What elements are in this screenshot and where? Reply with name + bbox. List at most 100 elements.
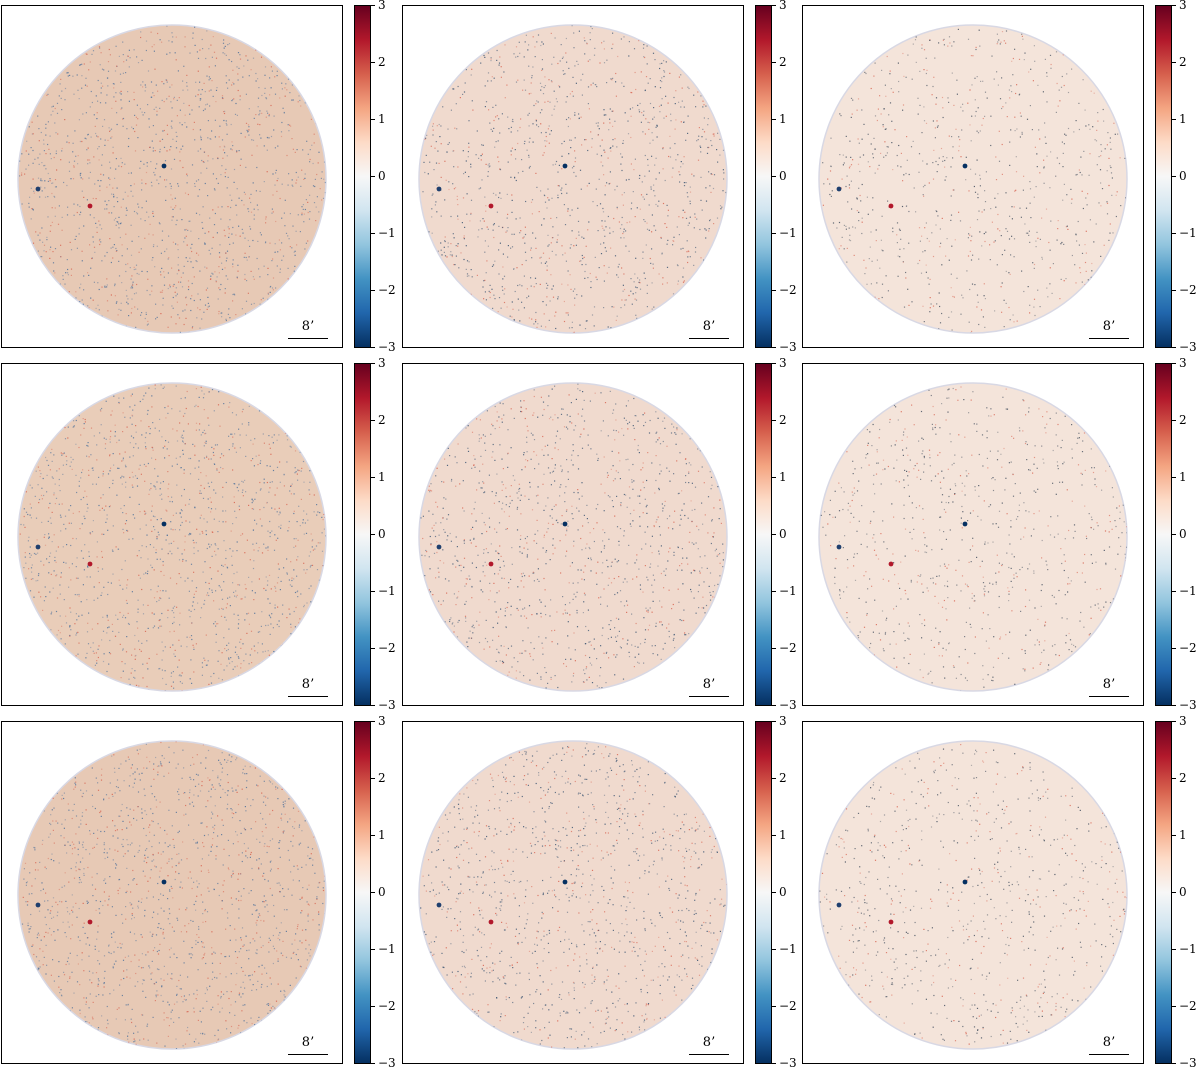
colorbar-tick-label: 1	[1179, 471, 1187, 483]
colorbar-tick-label: 1	[378, 829, 386, 841]
point-source	[437, 187, 442, 192]
colorbar-tick-label: 1	[378, 471, 386, 483]
field-of-view-disc	[419, 741, 727, 1049]
scale-bar	[288, 1054, 328, 1055]
field-of-view-disc	[419, 383, 727, 691]
field-of-view-disc	[18, 25, 326, 333]
colorbar-tick	[371, 420, 375, 421]
map-panel-r1c1: 8’	[1, 5, 343, 348]
colorbar	[1155, 5, 1172, 348]
colorbar-tick-label: −1	[779, 227, 797, 239]
colorbar	[755, 363, 772, 706]
colorbar-tick-label: −2	[1179, 284, 1197, 296]
point-source	[837, 545, 842, 550]
colorbar-tick-label: 0	[779, 170, 787, 182]
scale-bar	[1089, 696, 1129, 697]
colorbar-tick-label: 0	[1179, 886, 1187, 898]
colorbar-tick	[1172, 290, 1176, 291]
colorbar-tick-label: −3	[378, 341, 396, 353]
residual-map-image	[803, 364, 1144, 706]
point-source	[889, 920, 894, 925]
scale-bar	[689, 338, 729, 339]
colorbar-tick	[772, 119, 776, 120]
residual-map-image	[403, 722, 744, 1064]
colorbar-tick-label: −3	[779, 699, 797, 711]
colorbar-tick-label: 3	[378, 357, 386, 369]
point-source	[437, 903, 442, 908]
colorbar-tick-label: 0	[378, 528, 386, 540]
map-panel-r1c3: 8’	[802, 5, 1144, 348]
colorbar-tick	[772, 591, 776, 592]
colorbar-tick	[371, 176, 375, 177]
colorbar-tick	[371, 5, 375, 6]
colorbar	[354, 363, 371, 706]
colorbar-tick-label: −2	[378, 642, 396, 654]
point-source	[36, 545, 41, 550]
residual-map-image	[2, 6, 343, 348]
point-source	[837, 187, 842, 192]
colorbar-tick-label: 2	[779, 56, 787, 68]
scale-bar	[689, 1054, 729, 1055]
colorbar-tick-label: −2	[378, 284, 396, 296]
colorbar-tick-label: −1	[1179, 585, 1197, 597]
colorbar-tick	[1172, 648, 1176, 649]
residual-map-image	[2, 364, 343, 706]
colorbar-tick-label: 1	[779, 113, 787, 125]
colorbar-tick-label: 0	[779, 528, 787, 540]
colorbar-tick	[1172, 62, 1176, 63]
colorbar-tick	[371, 721, 375, 722]
colorbar-tick-label: −1	[1179, 227, 1197, 239]
point-source	[88, 562, 93, 567]
colorbar-tick-label: 3	[1179, 0, 1187, 11]
residual-map-image	[803, 722, 1144, 1064]
point-source	[963, 880, 968, 885]
colorbar-tick	[1172, 233, 1176, 234]
colorbar	[354, 721, 371, 1064]
colorbar-tick-label: 2	[1179, 56, 1187, 68]
colorbar-tick	[1172, 363, 1176, 364]
colorbar-tick-label: 0	[1179, 528, 1187, 540]
colorbar-tick-label: −3	[779, 341, 797, 353]
colorbar-tick	[772, 1063, 776, 1064]
scale-bar	[288, 338, 328, 339]
colorbar-tick	[772, 705, 776, 706]
colorbar-tick-label: −3	[779, 1057, 797, 1069]
colorbar-tick	[772, 347, 776, 348]
point-source	[489, 920, 494, 925]
point-source	[88, 920, 93, 925]
colorbar-tick	[772, 176, 776, 177]
point-source	[837, 903, 842, 908]
colorbar-tick-label: 2	[779, 772, 787, 784]
point-source	[162, 164, 167, 169]
colorbar-tick-label: 2	[378, 56, 386, 68]
colorbar-tick-label: 2	[1179, 772, 1187, 784]
scale-bar-label: 8’	[288, 678, 328, 692]
colorbar-tick-label: 2	[378, 414, 386, 426]
colorbar-tick-label: −1	[779, 585, 797, 597]
colorbar-tick	[772, 477, 776, 478]
scale-bar	[689, 696, 729, 697]
colorbar-tick	[371, 778, 375, 779]
colorbar-tick	[1172, 119, 1176, 120]
point-source	[889, 562, 894, 567]
colorbar-tick-label: −1	[1179, 943, 1197, 955]
point-source	[489, 204, 494, 209]
colorbar-tick-label: 3	[779, 715, 787, 727]
colorbar-tick	[371, 62, 375, 63]
colorbar-tick-label: −2	[1179, 1000, 1197, 1012]
colorbar-tick-label: −3	[378, 699, 396, 711]
field-of-view-disc	[819, 383, 1127, 691]
colorbar	[354, 5, 371, 348]
field-of-view-disc	[18, 741, 326, 1049]
point-source	[36, 187, 41, 192]
colorbar-tick	[772, 363, 776, 364]
colorbar-tick	[371, 347, 375, 348]
colorbar-tick-label: 0	[378, 886, 386, 898]
colorbar-tick	[371, 949, 375, 950]
colorbar-tick-label: 3	[1179, 357, 1187, 369]
colorbar-tick-label: −1	[779, 943, 797, 955]
colorbar-tick-label: 0	[1179, 170, 1187, 182]
colorbar-tick	[371, 534, 375, 535]
colorbar-tick-label: −3	[378, 1057, 396, 1069]
scale-bar	[288, 696, 328, 697]
